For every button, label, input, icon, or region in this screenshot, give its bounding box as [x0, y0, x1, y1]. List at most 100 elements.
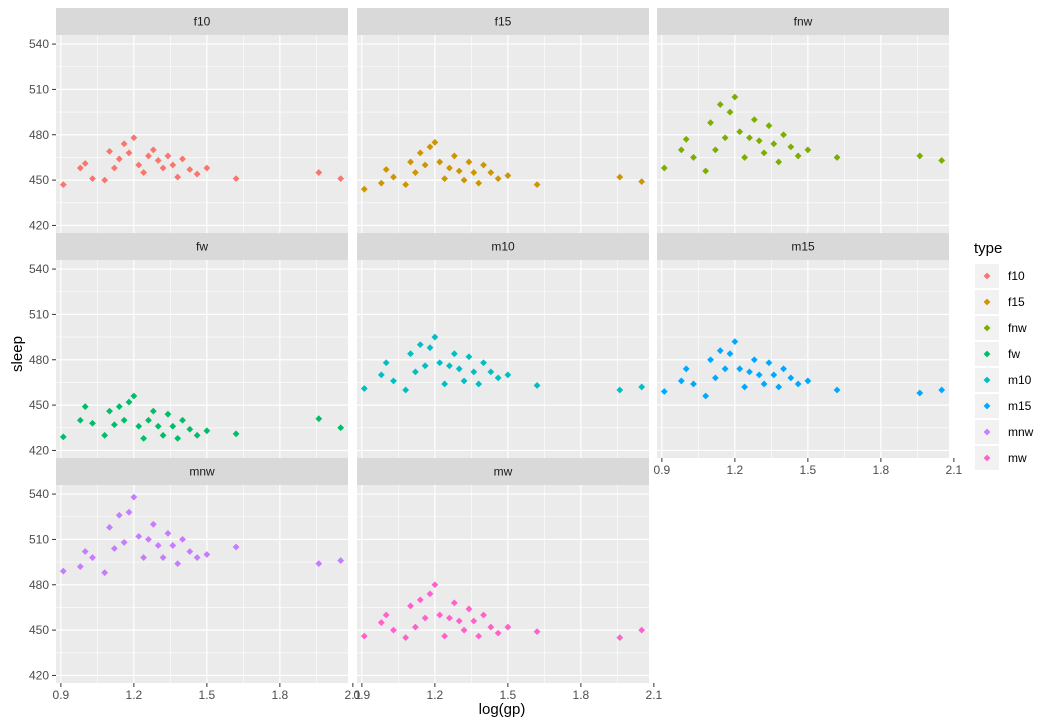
- data-point-fw: [120, 416, 128, 424]
- x-tick-label: 2.1: [946, 463, 963, 477]
- data-point-f15: [638, 178, 646, 186]
- data-point-fw: [315, 415, 323, 423]
- data-point-f15: [382, 166, 390, 173]
- facet-panel-f15: f15: [357, 8, 655, 233]
- data-point-mw: [416, 596, 424, 604]
- legend-item-mnw: mnw: [975, 420, 1034, 444]
- data-point-f10: [154, 157, 162, 164]
- data-point-m15: [682, 365, 690, 373]
- data-point-f10: [149, 146, 157, 154]
- data-point-f15: [455, 167, 463, 175]
- data-point-f10: [120, 140, 128, 148]
- data-point-m15: [712, 374, 719, 382]
- data-point-f10: [164, 152, 172, 160]
- data-point-m10: [431, 333, 439, 341]
- data-point-fw: [101, 431, 109, 439]
- legend-key-m10: [983, 376, 991, 384]
- data-point-m10: [421, 362, 429, 370]
- data-point-mnw: [154, 542, 162, 549]
- data-point-fw: [130, 392, 138, 400]
- data-point-fw: [145, 416, 152, 424]
- data-point-mnw: [120, 539, 128, 546]
- data-point-fnw: [775, 158, 783, 166]
- data-point-f15: [475, 179, 483, 187]
- data-point-fnw: [804, 146, 812, 154]
- data-point-f15: [480, 161, 487, 169]
- data-point-f15: [360, 185, 368, 193]
- data-point-fnw: [716, 101, 724, 108]
- data-point-mnw: [164, 529, 172, 537]
- data-point-fw: [149, 407, 157, 415]
- data-point-mw: [504, 623, 512, 631]
- data-point-fw: [169, 422, 177, 430]
- legend-label: mnw: [1008, 425, 1034, 439]
- data-point-f15: [416, 149, 424, 157]
- panel-background: [357, 485, 649, 683]
- data-point-f10: [174, 173, 182, 181]
- data-point-f15: [407, 158, 414, 166]
- y-tick-label: 480: [29, 353, 49, 367]
- data-point-mw: [616, 634, 624, 642]
- facet-strip-label: fw: [196, 240, 208, 254]
- data-point-mnw: [115, 511, 123, 519]
- data-point-fnw: [770, 140, 778, 148]
- data-point-m15: [775, 383, 783, 391]
- data-point-m15: [916, 389, 924, 397]
- data-point-mnw: [179, 536, 186, 543]
- data-point-f15: [465, 158, 473, 166]
- data-point-m15: [702, 392, 710, 400]
- legend-key-mnw: [983, 428, 991, 436]
- data-point-m10: [446, 362, 453, 370]
- facet-strip: [56, 458, 348, 485]
- data-point-m10: [377, 371, 385, 379]
- data-point-m15: [736, 365, 744, 373]
- y-axis-title: sleep: [9, 336, 26, 372]
- data-point-f10: [186, 166, 194, 173]
- data-point-fnw: [741, 154, 748, 161]
- data-point-fw: [81, 403, 89, 411]
- data-point-mw: [412, 623, 419, 631]
- x-axis-title: log(gp): [479, 701, 526, 718]
- y-tick-label: 450: [29, 623, 49, 637]
- data-point-m15: [721, 365, 729, 373]
- data-point-f10: [179, 155, 186, 163]
- data-point-mw: [533, 628, 541, 636]
- facet-strip-label: f10: [194, 15, 211, 29]
- data-point-f10: [111, 164, 118, 172]
- data-point-fw: [154, 422, 162, 430]
- facet-panel-fw: fw 420 450 480 510 540: [29, 233, 354, 458]
- data-point-m10: [465, 353, 473, 361]
- x-tick-label: 0.9: [354, 688, 371, 702]
- data-point-f10: [193, 170, 201, 178]
- data-point-fw: [140, 434, 147, 442]
- data-point-mnw: [76, 563, 84, 571]
- data-point-fnw: [660, 164, 668, 172]
- data-point-fw: [174, 434, 182, 442]
- data-point-f10: [89, 175, 96, 182]
- data-point-m15: [760, 380, 768, 388]
- facet-panels: f10 420 450 480 510 540 f15 fnw fw 420 450 480 510 54…: [29, 8, 963, 702]
- facet-strip-label: m10: [491, 240, 515, 254]
- data-point-m10: [436, 359, 444, 367]
- data-point-fw: [193, 431, 201, 439]
- data-point-mnw: [232, 543, 240, 551]
- data-point-fw: [76, 416, 84, 424]
- data-point-f10: [106, 147, 113, 155]
- data-point-f10: [232, 175, 240, 182]
- data-point-f10: [125, 149, 133, 157]
- data-point-m10: [480, 359, 487, 367]
- data-point-fw: [337, 424, 345, 432]
- data-point-mw: [390, 626, 397, 634]
- data-point-mnw: [337, 557, 345, 564]
- data-point-f10: [145, 152, 152, 160]
- data-point-mw: [421, 614, 429, 622]
- data-point-fnw: [712, 146, 719, 154]
- data-point-f15: [470, 169, 478, 176]
- data-point-fnw: [750, 116, 758, 124]
- x-tick-label: 1.5: [800, 463, 817, 477]
- data-point-m10: [470, 368, 478, 376]
- x-tick-label: 1.2: [126, 688, 143, 702]
- data-point-mnw: [145, 536, 152, 543]
- data-point-m15: [787, 374, 795, 382]
- y-tick-label: 540: [29, 487, 49, 501]
